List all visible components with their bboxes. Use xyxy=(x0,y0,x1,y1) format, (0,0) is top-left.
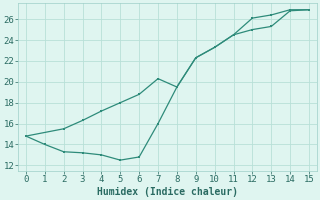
X-axis label: Humidex (Indice chaleur): Humidex (Indice chaleur) xyxy=(97,186,238,197)
